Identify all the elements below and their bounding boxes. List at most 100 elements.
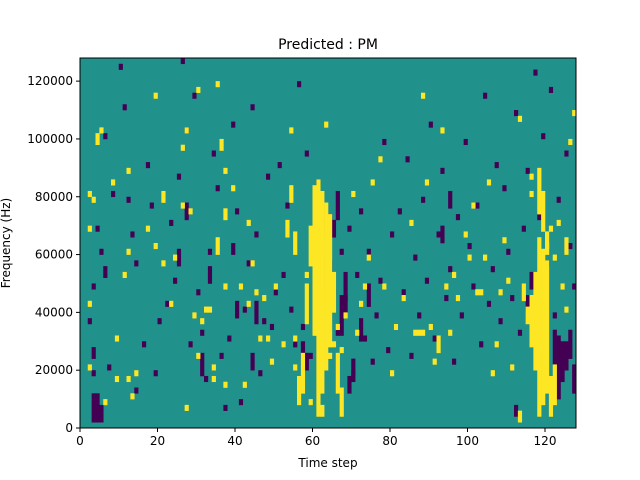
heatmap-cell-high: [316, 179, 321, 417]
heatmap-cell-high: [320, 404, 325, 417]
heatmap-cell-high: [498, 289, 503, 296]
heatmap-cell-low: [339, 295, 344, 336]
heatmap-cell-high: [308, 225, 313, 267]
heatmap-cell-low: [490, 266, 495, 273]
heatmap-cell-low: [347, 375, 352, 394]
heatmap-cell-low: [173, 277, 178, 284]
heatmap-cell-low: [471, 283, 476, 290]
heatmap-cell-low: [293, 341, 298, 348]
y-tick-label: 20000: [35, 363, 73, 377]
heatmap-cell-low: [176, 248, 182, 267]
heatmap-cell-high: [335, 323, 340, 331]
heatmap-cell-low: [355, 271, 360, 278]
heatmap-cell-high: [409, 219, 414, 226]
heatmap-cell-low: [525, 295, 530, 313]
heatmap-cell-high: [421, 92, 426, 99]
heatmap-cell-high: [126, 167, 131, 174]
heatmap-cell-high: [324, 121, 329, 128]
heatmap-cell-low: [541, 133, 546, 140]
heatmap-cell-low: [99, 404, 104, 423]
heatmap-cell-high: [521, 283, 526, 302]
heatmap-cell-high: [300, 352, 306, 394]
heatmap-cell-low: [436, 231, 441, 238]
heatmap-cell-high: [87, 190, 92, 198]
heatmap-cell-low: [397, 208, 402, 215]
heatmap-cell-low: [153, 370, 158, 377]
heatmap-cell-low: [556, 196, 561, 203]
heatmap-cell-low: [359, 208, 364, 215]
heatmap-cell-low: [514, 404, 519, 417]
heatmap-cell-high: [328, 352, 333, 359]
heatmap-cell-high: [87, 225, 92, 232]
heatmap-cell-high: [452, 271, 457, 278]
heatmap-cell-low: [347, 225, 352, 232]
heatmap-cell-low: [297, 81, 302, 88]
heatmap-cell-low: [246, 260, 251, 267]
heatmap-cell-low: [386, 347, 391, 354]
heatmap-cell-low: [335, 190, 340, 221]
heatmap-cell-low: [157, 318, 162, 325]
heatmap-cell-low: [126, 196, 131, 203]
heatmap-cell-high: [529, 173, 534, 180]
heatmap-cell-high: [242, 381, 247, 388]
heatmap-cell-high: [173, 254, 178, 261]
heatmap-cell-low: [118, 63, 123, 70]
heatmap-cell-high: [355, 329, 360, 336]
heatmap-cell-high: [494, 341, 499, 348]
heatmap-cell-high: [215, 237, 220, 255]
heatmap-cell-high: [362, 283, 368, 290]
heatmap-cell-low: [235, 300, 240, 319]
heatmap-cell-high: [568, 138, 573, 146]
x-tick-label: 0: [76, 434, 84, 448]
heatmap-cell-high: [254, 289, 259, 296]
heatmap-cell-high: [339, 347, 344, 354]
heatmap-cell-low: [91, 347, 96, 359]
heatmap-cell-low: [111, 190, 116, 198]
heatmap-cell-high: [126, 375, 131, 383]
heatmap-cell-high: [293, 335, 298, 342]
heatmap-cell-low: [568, 243, 573, 250]
heatmap-cell-low: [486, 300, 492, 307]
heatmap-cell-low: [223, 404, 228, 411]
heatmap-cell-low: [254, 231, 259, 238]
heatmap-cell-high: [180, 144, 185, 151]
heatmap-cell-low: [421, 196, 426, 203]
heatmap-cell-high: [382, 283, 387, 290]
heatmap-cell-high: [238, 283, 244, 290]
x-tick-label: 100: [456, 434, 479, 448]
heatmap-cells: [87, 58, 577, 423]
heatmap-cell-low: [552, 329, 557, 365]
heatmap-cell-low: [242, 306, 247, 313]
heatmap-cell-high: [560, 283, 565, 290]
x-axis: 0 20 40 60 80 100 120: [76, 428, 556, 448]
heatmap-cell-high: [262, 295, 267, 302]
heatmap-cell-low: [568, 329, 573, 359]
heatmap-cell-high: [440, 127, 445, 134]
heatmap-cell-high: [184, 404, 189, 411]
heatmap-cell-high: [114, 335, 120, 342]
heatmap-cell-low: [103, 133, 108, 140]
heatmap-cell-high: [370, 179, 375, 186]
heatmap-cell-high: [424, 179, 430, 186]
heatmap-cell-high: [87, 364, 92, 371]
heatmap-cell-high: [192, 312, 197, 319]
heatmap-cell-low: [374, 312, 379, 319]
heatmap-cell-high: [111, 179, 116, 186]
heatmap-cell-low: [196, 289, 201, 296]
heatmap-cell-low: [192, 92, 197, 99]
heatmap-cell-high: [545, 231, 550, 255]
heatmap-cell-low: [95, 393, 100, 423]
heatmap-cell-low: [366, 248, 371, 255]
heatmap-cell-low: [169, 219, 174, 226]
heatmap-cell-low: [517, 329, 523, 336]
heatmap-cell-low: [262, 318, 267, 325]
heatmap-cell-low: [300, 323, 306, 331]
heatmap-cell-high: [130, 393, 135, 400]
heatmap-cell-low: [366, 283, 371, 307]
heatmap-cell-high: [506, 277, 511, 284]
heatmap-cell-low: [537, 214, 542, 221]
x-tick-label: 120: [534, 434, 557, 448]
heatmap-cell-low: [560, 347, 565, 383]
heatmap-cell-low: [145, 162, 151, 169]
